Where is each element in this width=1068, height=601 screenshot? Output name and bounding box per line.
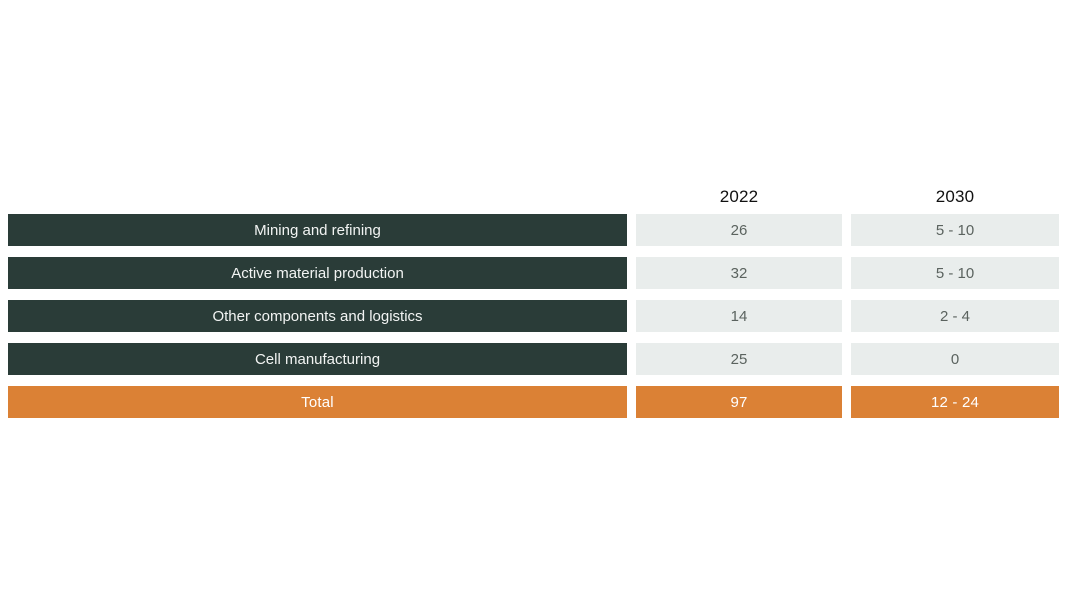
total-row: Total 97 12 - 24 <box>8 386 1059 418</box>
table-header-row: 2022 2030 <box>8 178 1059 214</box>
table-body: Mining and refining 26 5 - 10 Active materi… <box>8 214 1059 375</box>
row-label-cell: Other components and logistics <box>8 300 627 332</box>
row-label-cell: Active material production <box>8 257 627 289</box>
header-spacer <box>8 178 627 214</box>
total-value-2022: 97 <box>636 386 842 418</box>
total-label-cell: Total <box>8 386 627 418</box>
table-row: Mining and refining 26 5 - 10 <box>8 214 1059 246</box>
column-header-2030: 2030 <box>935 186 975 206</box>
value-cell: 5 - 10 <box>851 257 1059 289</box>
lead-times-table: 2022 2030 Mining and refining 26 5 - 10 Act… <box>8 178 1059 429</box>
value-cell: 26 <box>636 214 842 246</box>
table-row: Other components and logistics 14 2 - 4 <box>8 300 1059 332</box>
total-value-2030: 12 - 24 <box>851 386 1059 418</box>
table-row: Active material production 32 5 - 10 <box>8 257 1059 289</box>
value-cell: 14 <box>636 300 842 332</box>
value-cell: 25 <box>636 343 842 375</box>
table-row: Cell manufacturing 25 0 <box>8 343 1059 375</box>
column-header-2022: 2022 <box>719 186 759 206</box>
value-cell: 2 - 4 <box>851 300 1059 332</box>
row-label-cell: Mining and refining <box>8 214 627 246</box>
value-cell: 5 - 10 <box>851 214 1059 246</box>
value-cell: 0 <box>851 343 1059 375</box>
row-label-cell: Cell manufacturing <box>8 343 627 375</box>
value-cell: 32 <box>636 257 842 289</box>
